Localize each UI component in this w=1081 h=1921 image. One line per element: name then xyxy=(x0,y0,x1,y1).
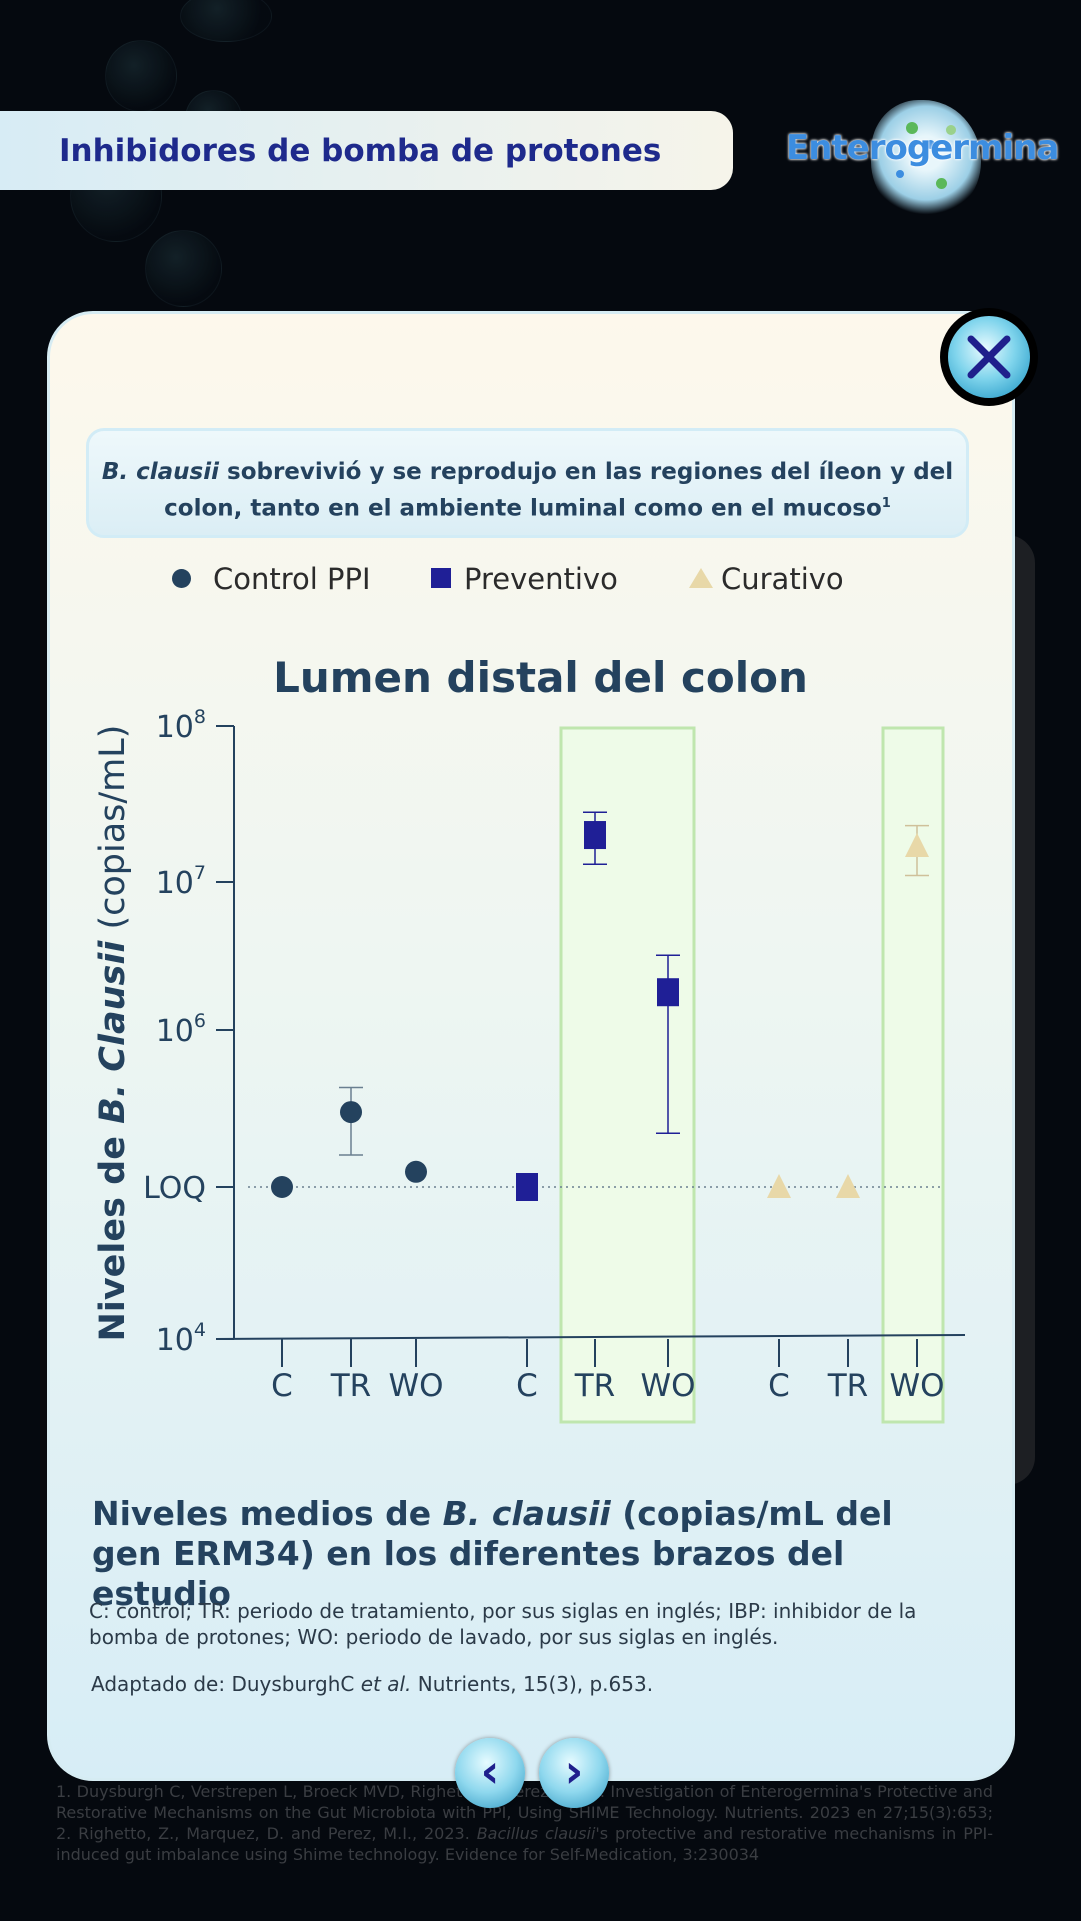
x-tick-label: WO xyxy=(388,1368,443,1404)
y-tick-exponent: 4 xyxy=(194,1319,206,1341)
intro-text: B. clausii sobrevivió y se reprodujo en … xyxy=(89,457,966,525)
page-title: Inhibidores de bomba de protones xyxy=(59,133,662,169)
x-tick-label: TR xyxy=(827,1368,868,1404)
data-point-circle xyxy=(405,1160,427,1183)
decorative-bubble xyxy=(180,0,272,42)
caption-title-post: (copias/mL del gen ERM34) en los diferen… xyxy=(92,1494,893,1613)
x-tick-label: C xyxy=(768,1368,790,1404)
x-tick-label: TR xyxy=(574,1368,615,1404)
highlight-box xyxy=(881,726,945,1424)
y-tick-label: LOQ xyxy=(143,1171,206,1206)
y-tick-exponent: 8 xyxy=(194,706,206,728)
data-point-triangle xyxy=(905,833,929,858)
chart-title: Lumen distal del colon xyxy=(273,653,808,702)
next-button[interactable]: › xyxy=(539,1738,609,1808)
y-tick-label: 106 xyxy=(156,1010,206,1049)
chevron-left-icon: ‹ xyxy=(480,1744,500,1798)
y-tick-label: 104 xyxy=(156,1319,206,1358)
chevron-right-icon: › xyxy=(564,1744,584,1798)
data-point-triangle xyxy=(836,1174,860,1198)
legend-item-preventivo: Preventivo xyxy=(431,562,618,596)
circle-icon xyxy=(172,568,191,588)
x-axis xyxy=(215,1334,966,1340)
chart-legend: Control PPI Preventivo Curativo xyxy=(0,562,1081,607)
intro-species: B. clausii xyxy=(101,459,219,485)
data-point-triangle xyxy=(767,1174,791,1198)
brand-logo: Enterogermina xyxy=(786,100,1059,220)
data-point-square xyxy=(657,978,679,1007)
legend-label: Curativo xyxy=(721,562,844,596)
source-etal: et al. xyxy=(360,1672,412,1696)
close-icon xyxy=(948,316,1030,398)
data-point-circle xyxy=(340,1101,362,1124)
data-point-circle xyxy=(271,1176,293,1198)
caption-title-species: B. clausii xyxy=(442,1494,611,1533)
source-pre: Adaptado de: DuysburghC xyxy=(91,1672,361,1696)
caption-title-pre: Niveles medios de xyxy=(92,1494,443,1533)
highlight-box xyxy=(559,726,696,1424)
triangle-icon xyxy=(689,568,713,588)
caption-description: C: control; TR: periodo de tratamiento, … xyxy=(89,1599,917,1649)
y-axis-label: Niveles de B. Clausii (copias/mL) xyxy=(93,725,133,1342)
y-label-species: B. Clausii xyxy=(93,940,133,1124)
intro-callout: B. clausii sobrevivió y se reprodujo en … xyxy=(86,428,969,538)
x-tick-label: C xyxy=(271,1368,293,1404)
y-tick-label: 107 xyxy=(156,862,206,901)
legend-item-curativo: Curativo xyxy=(689,562,844,596)
y-tick-exponent: 7 xyxy=(194,862,206,884)
data-point-square xyxy=(584,821,606,850)
modal-card xyxy=(47,311,1015,1781)
square-icon xyxy=(431,568,451,588)
decorative-bubble xyxy=(105,40,177,112)
caption-source: Adaptado de: DuysburghC et al. Nutrients… xyxy=(91,1672,971,1696)
y-tick-label: 108 xyxy=(156,706,206,745)
source-post: Nutrients, 15(3), p.653. xyxy=(411,1672,654,1696)
legend-label: Control PPI xyxy=(213,562,371,596)
logo-gut-graphic xyxy=(871,100,981,218)
prev-button[interactable]: ‹ xyxy=(455,1738,525,1808)
references-part2: 's protective and restorative mechanisms… xyxy=(56,1824,993,1864)
references: 1. Duysburgh C, Verstrepen L, Broeck MVD… xyxy=(56,1781,993,1865)
x-tick-label: WO xyxy=(889,1368,944,1404)
data-point-square xyxy=(516,1173,538,1201)
references-part1: 1. Duysburgh C, Verstrepen L, Broeck MVD… xyxy=(56,1782,993,1843)
caption-title: Niveles medios de B. clausii (copias/mL … xyxy=(92,1494,962,1614)
header-banner: Inhibidores de bomba de protones xyxy=(0,111,733,190)
y-label-prefix: Niveles de xyxy=(93,1124,133,1342)
intro-ref: 1 xyxy=(881,496,891,511)
y-label-suffix: (copias/mL) xyxy=(93,725,133,941)
legend-label: Preventivo xyxy=(464,562,618,596)
legend-item-control: Control PPI xyxy=(172,562,371,596)
close-button[interactable] xyxy=(940,308,1038,406)
references-species: Bacillus clausii xyxy=(476,1824,596,1843)
x-tick-label: WO xyxy=(640,1368,695,1404)
y-tick-exponent: 6 xyxy=(194,1010,206,1032)
x-tick-label: C xyxy=(516,1368,538,1404)
intro-body: sobrevivió y se reprodujo en las regione… xyxy=(164,459,954,522)
decorative-bubble xyxy=(145,230,222,307)
logo-wordmark: Enterogermina xyxy=(786,128,1059,168)
x-tick-label: TR xyxy=(330,1368,371,1404)
